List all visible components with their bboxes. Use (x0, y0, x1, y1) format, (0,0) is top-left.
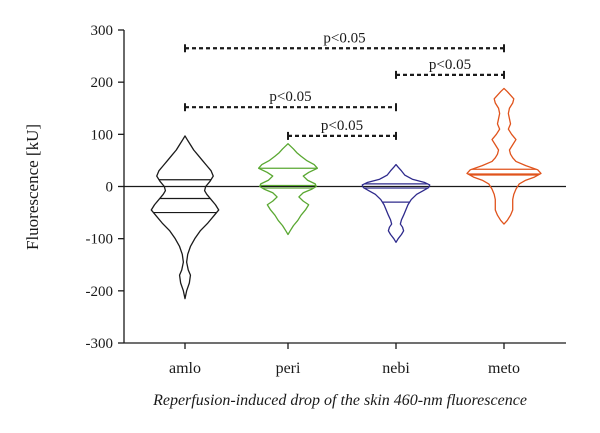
violin-meto (466, 87, 542, 225)
y-tick-label: -300 (86, 336, 114, 352)
violin-nebi (361, 163, 431, 243)
y-tick-label: 100 (91, 127, 114, 143)
x-tick-label-amlo: amlo (169, 360, 201, 377)
violins-layer (150, 87, 542, 300)
significance-label-2: p<0.05 (429, 57, 471, 73)
x-tick-label-meto: meto (488, 360, 520, 377)
significance-label-4: p<0.05 (321, 118, 363, 134)
y-tick-label: -200 (86, 284, 114, 300)
y-tick-label: -100 (86, 232, 114, 248)
y-axis-label: Fluorescence [kU] (23, 124, 42, 250)
significance-label-1: p<0.05 (323, 30, 365, 46)
annotations-layer: p<0.05 p<0.05 p<0.05 p<0.05 (184, 30, 505, 140)
y-tick-label: 0 (106, 180, 114, 196)
axes-layer: -300 -200 -100 0 100 200 300 amlo peri nebi meto (86, 23, 566, 377)
x-axis-label: Reperfusion-induced drop of the skin 460… (152, 392, 527, 409)
x-tick-label-peri: peri (276, 360, 301, 377)
violin-peri (257, 143, 319, 236)
y-tick-label: 200 (91, 75, 114, 91)
x-tick-label-nebi: nebi (382, 360, 410, 377)
significance-label-3: p<0.05 (269, 89, 311, 105)
y-tick-label: 300 (91, 23, 114, 39)
violin-amlo (150, 135, 220, 300)
